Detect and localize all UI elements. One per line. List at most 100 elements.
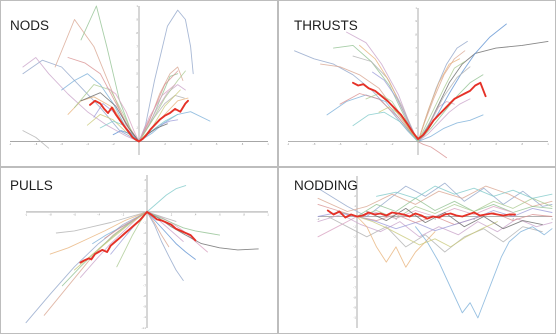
panel-nods-title: NODS [10,18,49,33]
nods-x-tick-label: .2 [164,143,167,146]
nodding-y-tick-label: .3 [354,185,357,188]
nods-y-tick-label: .1 [136,127,139,130]
nods-x-tick-label: .8 [241,143,244,146]
nodding-trace-line [317,205,514,238]
nodding-trace-line [356,197,553,220]
thrusts-trace-line [417,58,461,143]
thrusts-x-tick-label: .8 [521,143,524,146]
nods-y-tick-label: .9 [136,18,139,21]
pulls-y-tick-label: -.5 [143,263,146,266]
pulls-trace-line [146,211,184,281]
nodding-y-tick-label: -.3 [353,246,356,249]
thrusts-y-tick-label: .4 [415,87,418,90]
thrusts-x-tick-label: .2 [443,143,446,146]
panel-nods: -1 -.8 -.6 -.4 -.2 .2 .4 .6 .8 1 1 .9 .8 .7 .6 .5 .4 .3 .2… [0,0,278,167]
nods-y-tick-label: .4 [136,86,139,89]
nodding-mean-line [326,209,516,220]
pulls-y-tick-label: -.8 [143,295,146,298]
nodding-y-tick-label: -1 [354,317,357,320]
thrusts-y-tick-label: .1 [415,127,418,130]
nodding-y-tick-label: -.6 [353,276,356,279]
pulls-trace-line [146,211,196,260]
thrusts-y-tick-label: .7 [415,47,418,50]
nodding-y-tick-label: -.2 [353,236,356,239]
thrusts-y-tick-label: .3 [415,100,418,103]
pulls-x-tick-label: .2 [170,213,173,216]
nods-x-tick-label: -.4 [86,143,89,146]
nodding-x-tick-label: .2 [395,218,398,221]
thrusts-y-tick-label: .8 [415,34,418,37]
nodding-y-tick-label: -.8 [353,296,356,299]
nods-trace-line [80,92,140,142]
nods-trace-line [67,57,140,142]
nods-x-tick-label: .6 [215,143,218,146]
nodding-trace-line [415,226,553,319]
nods-x-tick-label: -.8 [34,143,37,146]
nods-y-tick-label: .2 [136,113,139,116]
pulls-trace-line [146,211,221,236]
pulls-y-tick-label: -1 [144,316,147,319]
pulls-x-tick-label: 1 [267,213,269,216]
pulls-y-tick-label: -1.1 [142,327,147,330]
nods-trace-line [138,84,176,142]
pulls-y-tick-label: -.2 [143,232,146,235]
pulls-trace-line [49,211,148,255]
thrusts-x-tick-label: 1 [547,143,549,146]
thrusts-y-tick-label: .9 [415,20,418,23]
nodding-trace-line [356,216,436,268]
thrusts-y-tick-label: .5 [415,74,418,77]
nods-y-tick-label: 1 [136,5,138,8]
nods-x-tick-label: -.2 [112,143,115,146]
nodding-x-tick-label: .8 [512,218,515,221]
thrusts-trace-line [417,98,471,143]
nodding-trace-line [337,197,553,217]
pulls-x-tick-label: -.6 [73,213,76,216]
nodding-y-tick-label: -.7 [353,286,356,289]
thrusts-y-tick-label: .2 [415,114,418,117]
thrusts-x-tick-label: .4 [469,143,472,146]
nods-trace-line [138,70,179,142]
pulls-y-tick-label: -.6 [143,274,146,277]
pulls-y-tick-label: .3 [144,179,147,182]
nods-y-tick-label: .8 [136,32,139,35]
nodding-y-tick-label: -.4 [353,256,356,259]
nodding-trace-line [376,185,553,199]
nodding-trace-line [327,216,543,253]
thrusts-x-tick-label: -.6 [339,143,342,146]
pulls-y-tick-label: -.4 [143,253,146,256]
panel-thrusts: -1 -.8 -.6 -.4 -.2 .2 .4 .6 .8 1 1 .9 .8 .7 .6 .5 .4 .3 .2… [278,0,556,167]
nodding-y-tick-label: -.5 [353,266,356,269]
pulls-trace-line [25,211,148,324]
pulls-trace-line [55,211,148,234]
nods-mean-line [89,99,189,143]
nods-x-tick-label: .4 [190,143,193,146]
thrusts-y-tick-label: 1 [415,7,417,10]
pulls-y-tick-label: -.7 [143,285,146,288]
nods-x-tick-label: -1 [9,143,12,146]
thrusts-trace-line [333,44,419,143]
pulls-trace-line [146,185,187,213]
nodding-y-tick-label: -.9 [353,307,356,310]
nodding-y-tick-label: .2 [354,195,357,198]
nodding-trace-line [317,214,553,238]
thrusts-x-tick-label: -.4 [365,143,368,146]
nods-trace-line [138,9,194,142]
nods-trace-line [22,57,140,142]
pulls-y-tick-label: .1 [144,200,147,203]
nodding-trace-line [317,185,553,212]
nods-trace-line [22,59,140,142]
nodding-x-tick-label: -.2 [317,218,320,221]
pulls-y-tick-label: -.9 [143,306,146,309]
nods-x-tick-label: -.6 [60,143,63,146]
pulls-trace-line [146,211,170,248]
nodding-trace-line [366,207,543,230]
nods-y-tick-label: .5 [136,73,139,76]
thrusts-trace-line [417,114,484,143]
nodding-y-tick-label: .1 [354,205,357,208]
thrusts-x-tick-label: -.2 [391,143,394,146]
panel-nods-frame [0,0,278,167]
nodding-y-tick-label: -.1 [353,225,356,228]
thrusts-trace-line [417,66,471,143]
thrusts-trace-line [339,93,419,143]
